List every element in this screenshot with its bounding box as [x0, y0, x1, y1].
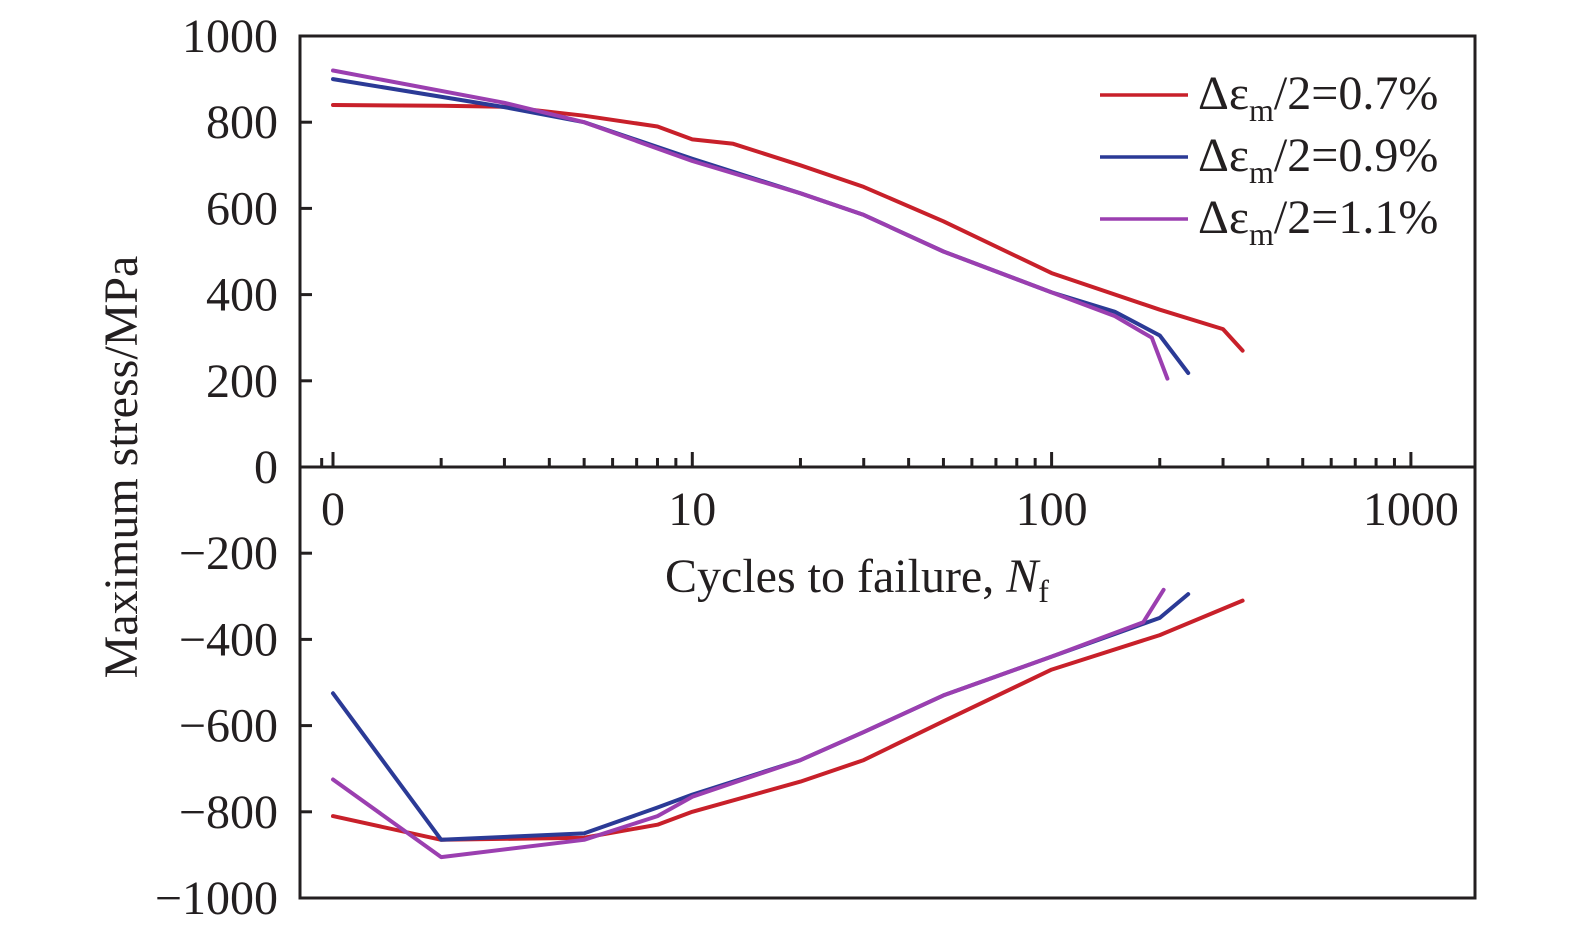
- legend-label-suffix: /2=0.9%: [1274, 129, 1438, 182]
- y-tick-label: −1000: [155, 872, 278, 925]
- legend: Δεm/2=0.7%Δεm/2=0.9%Δεm/2=1.1%: [1100, 67, 1438, 252]
- y-tick-label: 400: [206, 269, 278, 322]
- series-1-min-stress-line: [331, 592, 1191, 842]
- x-axis-title-subscript: f: [1038, 573, 1049, 609]
- series-2-max-stress-line: [331, 68, 1170, 381]
- series-2-min-stress-line: [331, 587, 1166, 860]
- legend-label-subscript: m: [1249, 154, 1274, 190]
- y-tick-label: 200: [206, 355, 278, 408]
- legend-label-prefix: Δε: [1198, 191, 1249, 244]
- x-axis-ticks: 0 10 100 1000: [320, 452, 1459, 536]
- y-tick-label: −600: [179, 700, 278, 753]
- series-1-max-stress-line: [331, 77, 1191, 375]
- legend-label: Δεm/2=0.9%: [1198, 129, 1438, 190]
- legend-label: Δεm/2=1.1%: [1198, 191, 1438, 252]
- legend-label-subscript: m: [1249, 216, 1274, 252]
- legend-label-suffix: /2=1.1%: [1274, 191, 1438, 244]
- y-tick-label: −800: [179, 786, 278, 839]
- y-tick-label: 800: [206, 96, 278, 149]
- data-series: [331, 68, 1245, 860]
- legend-label-prefix: Δε: [1198, 67, 1249, 120]
- x-tick-label: 10: [668, 483, 716, 536]
- legend-label-prefix: Δε: [1198, 129, 1249, 182]
- y-axis-ticks: 1000 800 600 400 200 0 −200 −400 −600 −800 −1000: [155, 10, 312, 925]
- y-tick-label: −400: [179, 613, 278, 666]
- y-tick-label: 0: [254, 441, 278, 494]
- y-tick-label: 1000: [182, 10, 278, 63]
- legend-label-suffix: /2=0.7%: [1274, 67, 1438, 120]
- y-axis-title: Maximum stress/MPa: [95, 256, 148, 679]
- legend-label: Δεm/2=0.7%: [1198, 67, 1438, 128]
- x-tick-label: 1000: [1363, 483, 1459, 536]
- x-tick-label: 0: [321, 483, 345, 536]
- y-tick-label: −200: [179, 527, 278, 580]
- x-axis-title-text: Cycles to failure,: [665, 550, 1006, 603]
- legend-label-subscript: m: [1249, 92, 1274, 128]
- y-tick-label: 600: [206, 182, 278, 235]
- x-tick-label: 100: [1016, 483, 1088, 536]
- x-axis-title-symbol: N: [1005, 550, 1041, 603]
- x-axis-title: Cycles to failure, Nf: [665, 550, 1049, 609]
